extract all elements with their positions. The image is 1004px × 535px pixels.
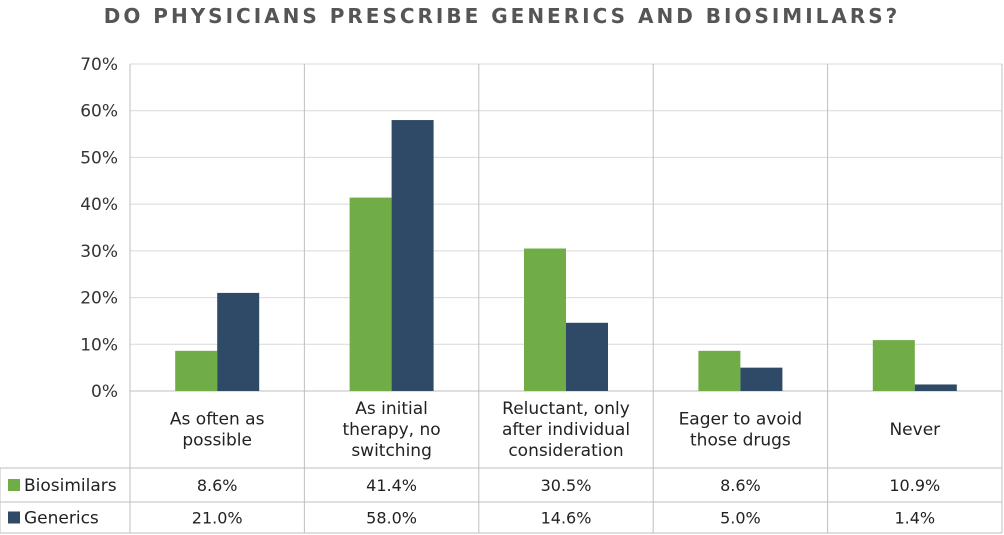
category-label: therapy, no — [343, 420, 441, 440]
table-cell: 14.6% — [541, 509, 592, 528]
y-tick-label: 60% — [80, 102, 118, 122]
y-tick-label: 10% — [80, 335, 118, 355]
bar-generics — [914, 384, 957, 391]
table-cell: 30.5% — [541, 476, 592, 495]
bar-generics — [740, 367, 783, 391]
y-tick-label: 40% — [80, 195, 118, 215]
table-cell: 58.0% — [366, 509, 417, 528]
y-tick-label: 50% — [80, 148, 118, 168]
category-label: Eager to avoid — [679, 410, 803, 430]
y-tick-label: 30% — [80, 242, 118, 262]
legend-key-generics — [8, 511, 20, 524]
category-label: consideration — [508, 441, 623, 461]
bar-biosimilars — [524, 248, 566, 391]
bar-generics — [391, 120, 434, 392]
table-cell: 10.9% — [889, 476, 940, 495]
category-label: As often as — [170, 410, 265, 430]
y-tick-label: 20% — [80, 289, 118, 309]
table-cell: 41.4% — [366, 476, 417, 495]
legend-label: Generics — [24, 509, 99, 529]
category-label: Never — [889, 420, 940, 440]
bar-generics — [566, 322, 608, 391]
chart-title: DO PHYSICIANS PRESCRIBE GENERICS AND BIO… — [103, 4, 901, 28]
bar-biosimilars — [698, 350, 741, 391]
category-label: after individual — [502, 420, 630, 440]
y-tick-label: 0% — [91, 382, 118, 402]
table-cell: 8.6% — [197, 476, 238, 495]
legend-key-biosimilars — [8, 479, 20, 491]
category-label: Reluctant, only — [502, 399, 630, 419]
bar-biosimilars — [349, 197, 392, 391]
table-cell: 5.0% — [720, 509, 761, 528]
table-cell: 8.6% — [720, 476, 761, 495]
bar-biosimilars — [175, 350, 218, 391]
bar-generics — [217, 292, 260, 391]
category-label: possible — [182, 431, 252, 451]
table-cell: 1.4% — [894, 509, 935, 528]
legend-label: Biosimilars — [24, 476, 117, 496]
table-cell: 21.0% — [192, 509, 243, 528]
category-label: As initial — [355, 399, 428, 419]
category-label: those drugs — [690, 431, 791, 451]
bar-biosimilars — [872, 340, 915, 391]
category-label: switching — [351, 441, 432, 461]
y-tick-label: 70% — [80, 55, 118, 75]
